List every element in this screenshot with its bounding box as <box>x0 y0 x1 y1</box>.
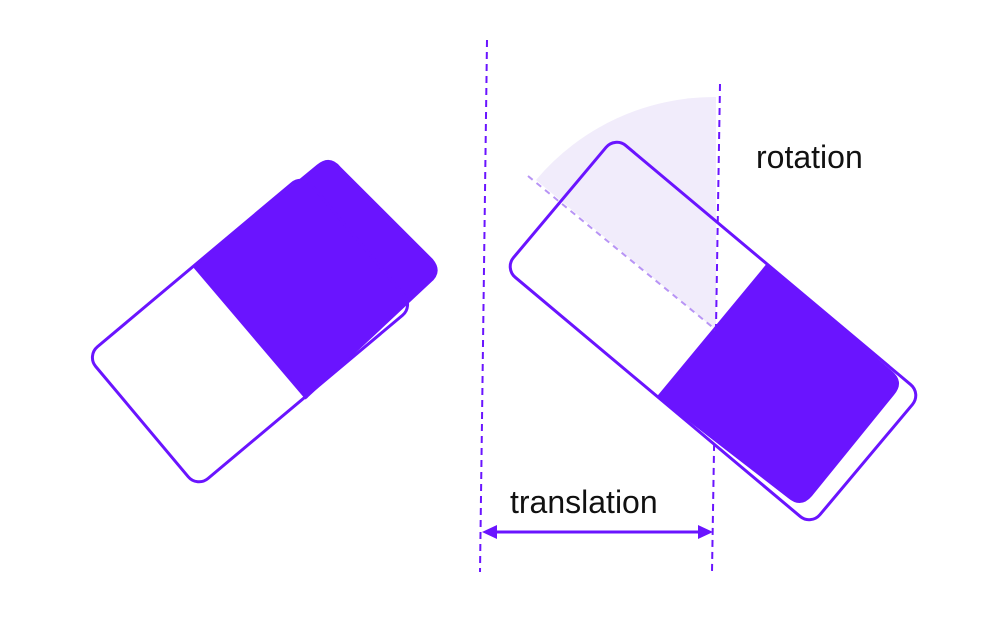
original-object-divider <box>192 264 308 400</box>
new-position-line <box>711 83 721 573</box>
transformed-object <box>508 140 918 522</box>
original-object-filled-half <box>193 159 438 399</box>
original-object <box>90 159 438 484</box>
translation-arrowhead-right <box>698 525 713 539</box>
transformed-object-divider <box>656 263 770 399</box>
rotation-reference-line <box>527 175 717 331</box>
translation-arrowhead-left <box>482 525 497 539</box>
rotation-label: rotation <box>756 139 863 175</box>
rotation-angle-wedge <box>536 96 716 330</box>
transformed-object-filled-half <box>658 264 900 504</box>
translation-arrow <box>482 525 713 539</box>
translation-label: translation <box>510 484 658 520</box>
original-position-line <box>479 39 488 573</box>
